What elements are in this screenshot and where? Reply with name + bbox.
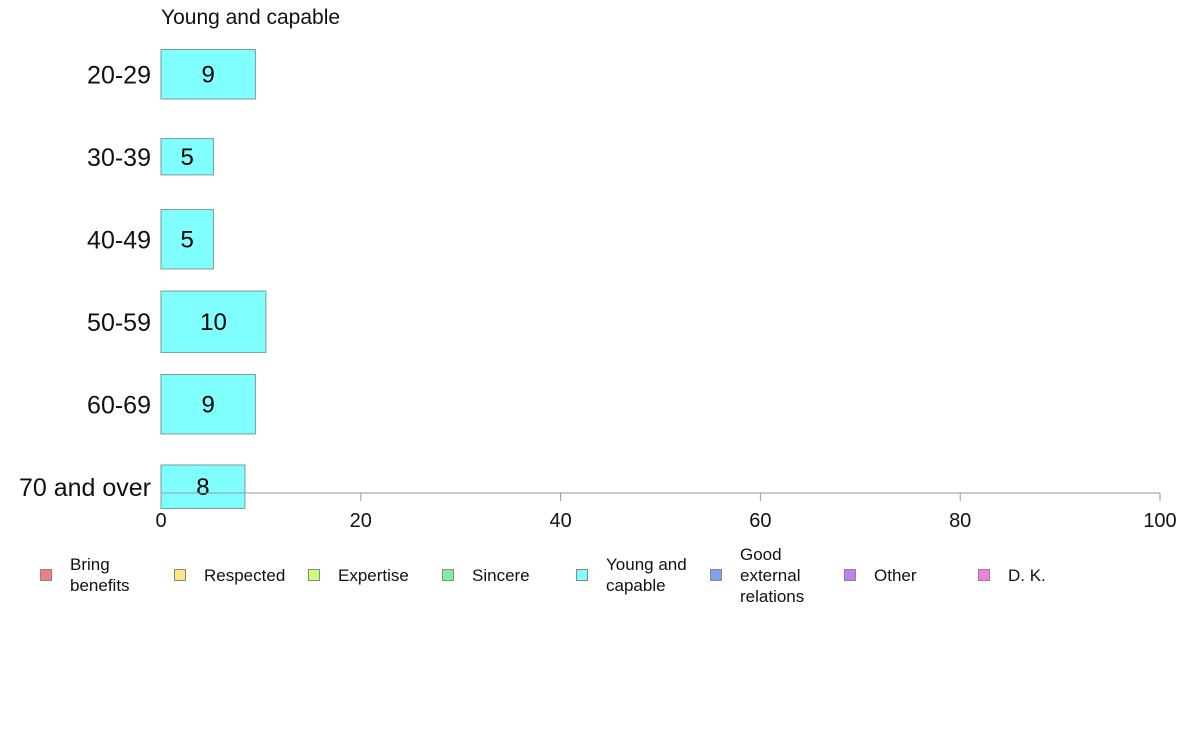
category-label: 30-39 xyxy=(87,144,151,172)
legend-item: D. K. xyxy=(978,540,1108,610)
legend-item: Other xyxy=(844,540,974,610)
chart-title: Young and capable xyxy=(161,6,340,29)
legend-swatch xyxy=(576,569,588,581)
legend-swatch xyxy=(40,569,52,581)
bar-40-49 xyxy=(160,209,214,270)
legend-item: Sincere xyxy=(442,540,572,610)
bar-value-label: 8 xyxy=(196,474,209,501)
x-tick-label: 100 xyxy=(1143,510,1176,532)
legend-swatch xyxy=(174,569,186,581)
x-axis: 0 20 40 60 80 100 xyxy=(155,492,1177,532)
legend-swatch xyxy=(308,569,320,581)
legend-swatch xyxy=(442,569,454,581)
bar-70-and-over xyxy=(160,464,246,510)
bar-value-label: 10 xyxy=(200,309,227,336)
legend-label: D. K. xyxy=(1008,565,1046,585)
legend-item: Good external relations xyxy=(710,540,840,610)
category-label: 70 and over xyxy=(19,474,151,502)
legend-label: Good external relations xyxy=(740,544,805,606)
legend-label: Respected xyxy=(204,565,286,585)
bar-value-label: 9 xyxy=(202,391,215,418)
legend-swatch xyxy=(844,569,856,581)
bar-value-label: 9 xyxy=(202,61,215,88)
x-tick-label: 40 xyxy=(549,510,571,532)
bar-value-label: 5 xyxy=(181,226,194,253)
category-label: 40-49 xyxy=(87,226,151,254)
category-label: 20-29 xyxy=(87,61,151,89)
x-tick-label: 0 xyxy=(155,510,166,532)
bar-50-59 xyxy=(160,290,267,353)
legend-swatch xyxy=(978,569,990,581)
category-label: 60-69 xyxy=(87,391,151,419)
legend-item: Respected xyxy=(174,540,304,610)
legend-item: Expertise xyxy=(308,540,438,610)
legend-swatch xyxy=(710,569,722,581)
bar-chart: Young and capable 9 5 5 10 9 8 20-29 30-39 40-4… xyxy=(19,6,1177,532)
legend-item: Bring benefits xyxy=(40,540,170,610)
x-tick-label: 20 xyxy=(350,510,372,532)
legend-label: Other xyxy=(874,565,917,585)
bar-value-label: 5 xyxy=(181,144,194,171)
bar-60-69 xyxy=(160,374,256,435)
legend-label: Sincere xyxy=(472,565,530,585)
legend-label: Young and capable xyxy=(606,555,687,595)
legend-label: Bring benefits xyxy=(70,555,130,595)
x-tick-label: 80 xyxy=(949,510,971,532)
legend-item: Young and capable xyxy=(576,540,706,610)
category-label: 50-59 xyxy=(87,309,151,337)
legend: Bring benefits Respected Expertise Sincere Y… xyxy=(0,540,1188,620)
bars-group: 9 5 5 10 9 8 xyxy=(160,49,267,510)
x-tick-label: 60 xyxy=(749,510,771,532)
legend-label: Expertise xyxy=(338,565,409,585)
category-labels: 20-29 30-39 40-49 50-59 60-69 70 and over xyxy=(19,61,151,502)
bar-30-39 xyxy=(160,138,214,176)
bar-20-29 xyxy=(160,49,256,100)
